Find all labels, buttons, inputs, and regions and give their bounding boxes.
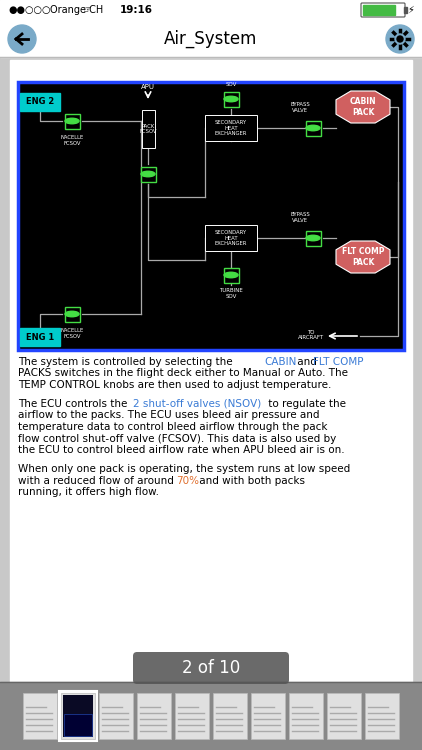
- Text: ●●○○○: ●●○○○: [8, 5, 51, 15]
- Text: FLT COMP
PACK: FLT COMP PACK: [342, 248, 384, 267]
- Bar: [404, 7, 407, 13]
- Bar: [175, 693, 209, 739]
- Bar: [205, 115, 257, 141]
- Text: 19:16: 19:16: [120, 5, 153, 15]
- Text: flow control shut-off valve (FCSOV). This data is also used by: flow control shut-off valve (FCSOV). Thi…: [18, 433, 336, 443]
- Circle shape: [395, 34, 405, 44]
- Bar: [65, 113, 79, 128]
- Bar: [99, 693, 133, 739]
- Text: PACK
FCSOV: PACK FCSOV: [139, 124, 157, 134]
- Bar: [63, 695, 93, 737]
- Ellipse shape: [306, 125, 320, 130]
- Bar: [0, 682, 422, 750]
- Bar: [327, 693, 361, 739]
- Text: 2 of 10: 2 of 10: [182, 659, 240, 677]
- Text: Air_System: Air_System: [164, 30, 258, 48]
- Circle shape: [397, 36, 403, 42]
- Text: ENG 1: ENG 1: [26, 332, 54, 341]
- Text: TURBINE
SOV: TURBINE SOV: [219, 76, 243, 87]
- Bar: [141, 166, 155, 182]
- Text: and with both packs: and with both packs: [196, 476, 305, 485]
- Text: BYPASS
VALVE: BYPASS VALVE: [290, 102, 310, 113]
- Bar: [213, 693, 247, 739]
- Bar: [224, 92, 238, 106]
- Text: BYPASS
VALVE: BYPASS VALVE: [290, 212, 310, 223]
- Bar: [365, 693, 399, 739]
- Text: The system is controlled by selecting the: The system is controlled by selecting th…: [18, 357, 236, 367]
- Text: with a reduced flow of around: with a reduced flow of around: [18, 476, 177, 485]
- Text: ⚡: ⚡: [407, 5, 414, 15]
- Bar: [363, 5, 395, 15]
- Ellipse shape: [224, 96, 238, 102]
- Circle shape: [386, 25, 414, 53]
- Ellipse shape: [65, 118, 79, 124]
- Bar: [18, 82, 404, 350]
- Text: Orange CH: Orange CH: [50, 5, 103, 15]
- FancyBboxPatch shape: [59, 691, 97, 741]
- Bar: [64, 714, 92, 736]
- Text: SECONDARY
HEAT
EXCHANGER: SECONDARY HEAT EXCHANGER: [215, 120, 247, 136]
- Bar: [65, 307, 79, 322]
- Text: ☞: ☞: [82, 5, 91, 15]
- Text: The ECU controls the: The ECU controls the: [18, 399, 131, 409]
- Text: airflow to the packs. The ECU uses bleed air pressure and: airflow to the packs. The ECU uses bleed…: [18, 410, 319, 421]
- Bar: [23, 693, 57, 739]
- Text: TURBINE
SOV: TURBINE SOV: [219, 288, 243, 298]
- Text: NACELLE
FCSOV: NACELLE FCSOV: [60, 135, 84, 146]
- Text: FLT COMP: FLT COMP: [313, 357, 363, 367]
- Bar: [289, 693, 323, 739]
- Bar: [0, 0, 422, 20]
- FancyBboxPatch shape: [133, 652, 289, 684]
- Text: When only one pack is operating, the system runs at low speed: When only one pack is operating, the sys…: [18, 464, 350, 474]
- Ellipse shape: [65, 311, 79, 316]
- Text: and: and: [294, 357, 320, 367]
- Text: running, it offers high flow.: running, it offers high flow.: [18, 487, 159, 497]
- Bar: [205, 225, 257, 251]
- Bar: [251, 693, 285, 739]
- Bar: [306, 230, 320, 245]
- Text: CABIN: CABIN: [264, 357, 296, 367]
- Text: NACELLE
FCSOV: NACELLE FCSOV: [60, 328, 84, 339]
- Bar: [20, 93, 60, 111]
- Bar: [306, 121, 320, 136]
- Text: temperature data to control bleed airflow through the pack: temperature data to control bleed airflo…: [18, 422, 327, 432]
- Text: TO
AIRCRAFT: TO AIRCRAFT: [298, 329, 324, 340]
- Bar: [10, 60, 412, 682]
- Bar: [224, 268, 238, 283]
- Bar: [61, 693, 95, 739]
- Ellipse shape: [141, 171, 155, 177]
- Bar: [20, 328, 60, 346]
- Bar: [137, 693, 171, 739]
- Text: 70%: 70%: [176, 476, 199, 485]
- Polygon shape: [336, 241, 390, 273]
- Text: SECONDARY
HEAT
EXCHANGER: SECONDARY HEAT EXCHANGER: [215, 230, 247, 246]
- Bar: [0, 20, 422, 57]
- FancyBboxPatch shape: [361, 3, 405, 17]
- Bar: [141, 110, 154, 148]
- Ellipse shape: [306, 236, 320, 241]
- Text: APU: APU: [141, 84, 155, 90]
- Text: PACKS switches in the flight deck either to Manual or Auto. The: PACKS switches in the flight deck either…: [18, 368, 348, 379]
- Polygon shape: [336, 91, 390, 123]
- Circle shape: [8, 25, 36, 53]
- Text: TEMP CONTROL knobs are then used to adjust temperature.: TEMP CONTROL knobs are then used to adju…: [18, 380, 331, 390]
- Text: CABIN
PACK: CABIN PACK: [350, 98, 376, 117]
- Text: to regulate the: to regulate the: [265, 399, 346, 409]
- Text: 2 shut-off valves (NSOV): 2 shut-off valves (NSOV): [133, 399, 261, 409]
- Ellipse shape: [224, 272, 238, 278]
- Text: the ECU to control bleed airflow rate when APU bleed air is on.: the ECU to control bleed airflow rate wh…: [18, 445, 345, 455]
- Text: ENG 2: ENG 2: [26, 98, 54, 106]
